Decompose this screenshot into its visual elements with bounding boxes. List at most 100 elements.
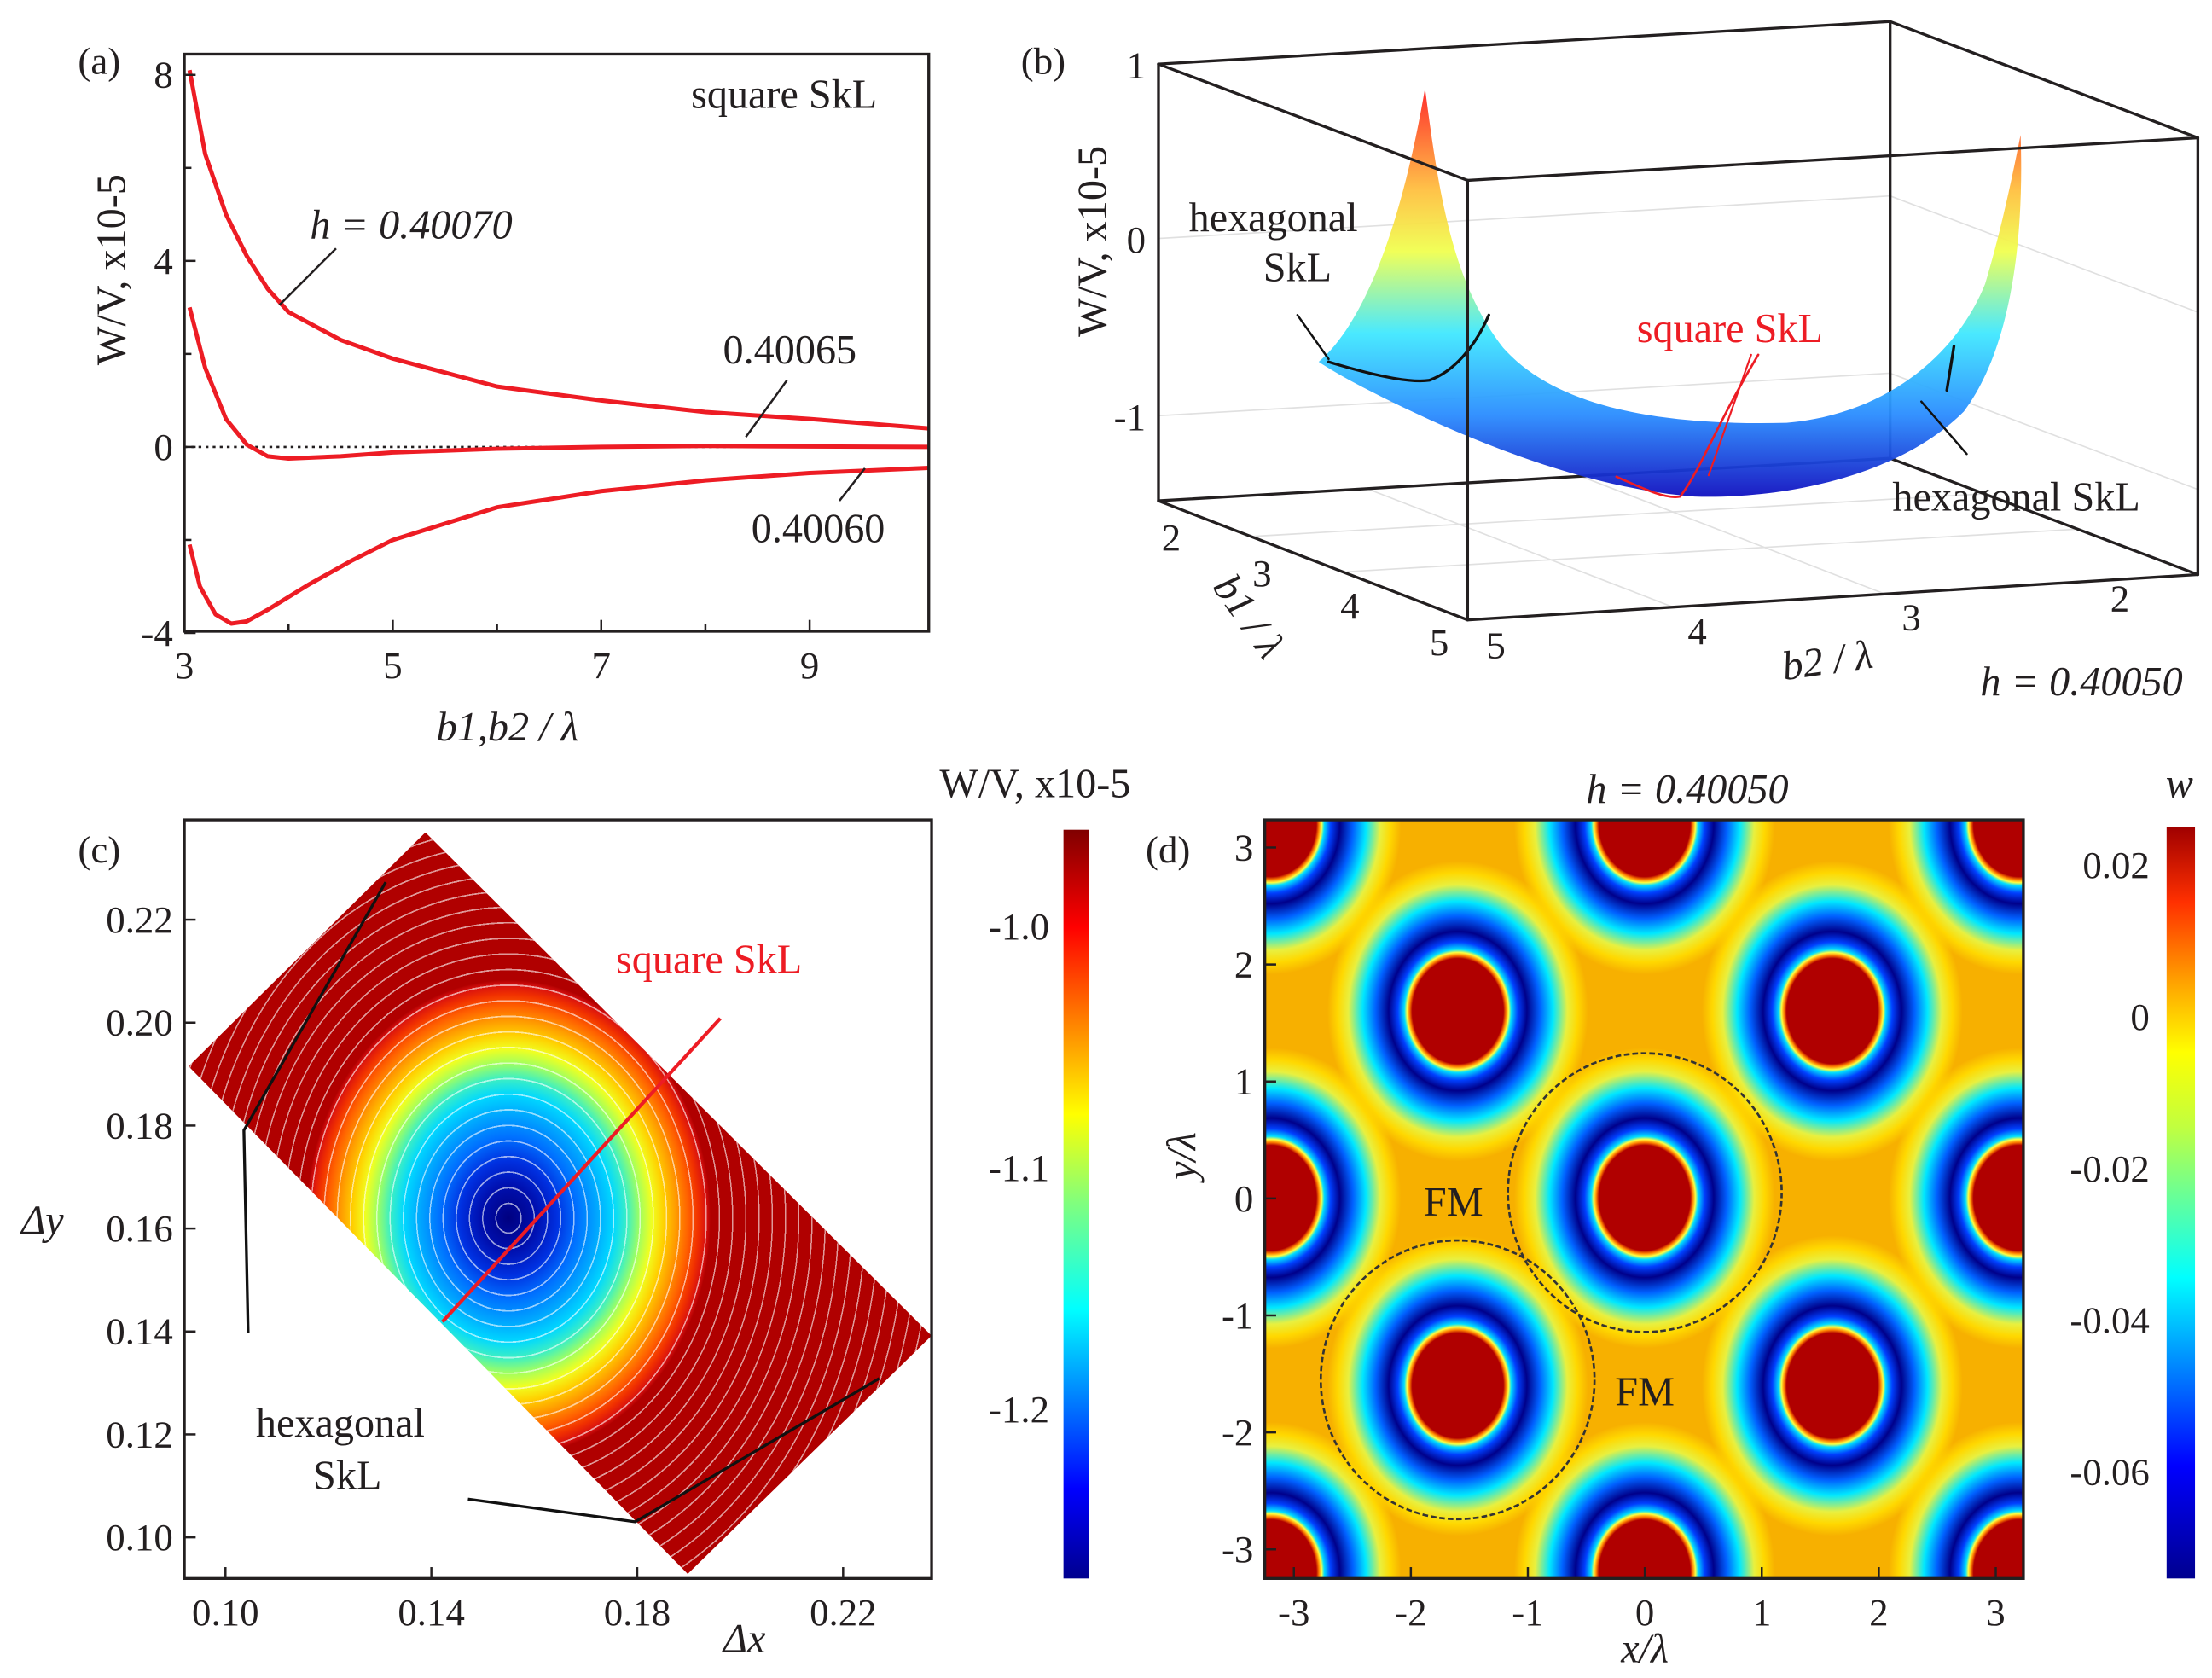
- colorbar-tick-label: -1.0: [989, 905, 1049, 948]
- hexagonal-skl-path-left: [1327, 313, 1490, 383]
- square-skl-label-c: square SkL: [616, 938, 802, 983]
- b2-tick: 5: [1486, 624, 1505, 667]
- series-line-1: [187, 306, 929, 462]
- y-tick-label: 0.18: [106, 1104, 173, 1147]
- panel-c-ticks: 0.10 0.14 0.18 0.22 0.22 0.20 0.18 0.16 0.14 0.12…: [106, 898, 876, 1634]
- panel-a: (a) 3 5 7 9 8 4 0 -4 square SkL h = 0.40070 0.4…: [78, 40, 931, 750]
- panel-a-xlabel: b1,b2 / λ: [437, 705, 579, 750]
- skyrmion: [1889, 1422, 2023, 1578]
- x-tick-label: -2: [1395, 1591, 1426, 1634]
- x-tick-label: 0.14: [398, 1591, 465, 1634]
- colorbar-tick-label: 0.02: [2082, 844, 2150, 886]
- colorbar-tick-label: -1.1: [989, 1147, 1049, 1189]
- leader-hex-left: [1296, 314, 1330, 361]
- y-tick-label: -2: [1222, 1411, 1253, 1454]
- panel-c-label: (c): [78, 828, 120, 871]
- y-tick-label: 1: [1234, 1060, 1253, 1103]
- series-label-1: 0.40065: [723, 328, 857, 373]
- fm-label-2: FM: [1615, 1370, 1675, 1415]
- series-label-0: h = 0.40070: [310, 203, 512, 248]
- x-tick-label: 0: [1635, 1591, 1654, 1634]
- fm-dashed-circle: [1319, 1239, 1596, 1521]
- x-tick-label: 3: [1986, 1591, 2005, 1634]
- fm-dashed-circles: [1319, 1052, 1783, 1521]
- skyrmion: [1889, 1048, 2023, 1349]
- y-tick-label: 0.20: [106, 1002, 173, 1044]
- colorbar-tick-label: -0.04: [2070, 1299, 2149, 1342]
- skyrmion: [1889, 819, 2023, 974]
- panel-a-curves: [187, 69, 929, 626]
- panel-a-ticks: 3 5 7 9 8 4 0 -4: [141, 54, 819, 687]
- x-tick-label: 9: [800, 644, 819, 687]
- leader-square: [1707, 353, 1752, 477]
- skyrmion: [1264, 819, 1402, 974]
- z-tick-1: 1: [1127, 44, 1146, 87]
- series-label-2: 0.40060: [752, 506, 885, 551]
- panel-b-parameter: h = 0.40050: [1980, 659, 2182, 705]
- hex-label-left-1: hexagonal: [1189, 195, 1358, 241]
- colorbar-d-title: w: [2166, 761, 2193, 806]
- hex-label-c-1: hexagonal: [256, 1401, 425, 1446]
- y-tick-label: 0.12: [106, 1413, 173, 1455]
- series-line-2: [187, 466, 929, 626]
- skyrmion-lattice-map: [1264, 819, 2023, 1578]
- panel-d-axes-box: [1263, 818, 2025, 1580]
- y-tick-label: 0: [1234, 1177, 1253, 1220]
- panel-d-ylabel: y/λ: [1159, 1132, 1205, 1184]
- skyrmion: [1264, 1422, 1402, 1578]
- panel-b-box-front: [1157, 62, 2200, 622]
- panel-d-ticks: -3 -3 -2 -2 -1 -1 0 0 1 1 2 2 3 3: [1222, 826, 2006, 1634]
- panel-a-ylabel: W/V, x10-5: [89, 174, 134, 365]
- x-tick-label: 7: [592, 644, 611, 687]
- x-tick-label: 1: [1752, 1591, 1771, 1634]
- hex-label-left-2: SkL: [1263, 245, 1332, 290]
- x-tick-label: -1: [1512, 1591, 1543, 1634]
- square-skl-line: [441, 1017, 722, 1323]
- colorbar-tick-label: -0.06: [2070, 1451, 2149, 1494]
- panel-b-label: (b): [1021, 40, 1065, 83]
- hex-label-right: hexagonal SkL: [1892, 475, 2139, 520]
- y-tick-label: 0: [154, 426, 172, 468]
- skyrmion: [1264, 1048, 1402, 1349]
- colorbar-tick-label: -0.02: [2070, 1147, 2149, 1190]
- colorbar-c: [1063, 829, 1089, 1579]
- panel-a-label: (a): [78, 40, 120, 83]
- x-tick-label: 2: [1869, 1591, 1888, 1634]
- leader-line-2: [839, 467, 866, 502]
- hexagonal-skl-path-right: [1945, 345, 1956, 392]
- colorbar-d: [2166, 827, 2196, 1579]
- leader-line-1: [745, 380, 788, 438]
- hexagonal-skl-line-2: [467, 1377, 880, 1524]
- y-tick-label: 4: [154, 240, 172, 282]
- b1-axis-label: b1 / λ: [1205, 566, 1294, 667]
- b2-tick: 4: [1687, 610, 1706, 653]
- x-tick-label: 0.10: [192, 1591, 259, 1634]
- panel-d-xlabel: x/λ: [1620, 1626, 1669, 1671]
- colorbar-d-ticks: 0.02 0 -0.02 -0.04 -0.06: [2070, 844, 2149, 1494]
- square-skl-path: [1615, 353, 1760, 498]
- skyrmion: [1514, 1422, 1776, 1578]
- square-skl-annotation: square SkL: [691, 73, 877, 118]
- square-skl-label: square SkL: [1637, 306, 1823, 351]
- z-tick-0: 0: [1127, 218, 1146, 261]
- panel-c-xlabel: Δx: [722, 1617, 766, 1662]
- leader-hex-right: [1920, 400, 1968, 456]
- energy-surface: [1318, 88, 2022, 497]
- y-tick-label: 0.14: [106, 1310, 173, 1353]
- y-tick-label: 0.16: [106, 1207, 173, 1250]
- b1-tick: 2: [1162, 516, 1181, 559]
- series-line-0: [187, 69, 929, 431]
- y-tick-label: 3: [1234, 826, 1253, 868]
- y-tick-label: 0.10: [106, 1516, 173, 1559]
- b1-tick: 5: [1430, 621, 1449, 664]
- panel-b-grid: [1158, 195, 2199, 608]
- panel-c-ylabel: Δy: [20, 1198, 64, 1243]
- panel-c-axes-box: [183, 818, 933, 1580]
- b1-tick: 3: [1252, 552, 1271, 595]
- hexagonal-skl-line-1: [242, 881, 387, 1333]
- leader-line-0: [278, 247, 337, 306]
- fm-label-1: FM: [1424, 1180, 1483, 1225]
- panel-d-label: (d): [1146, 828, 1190, 871]
